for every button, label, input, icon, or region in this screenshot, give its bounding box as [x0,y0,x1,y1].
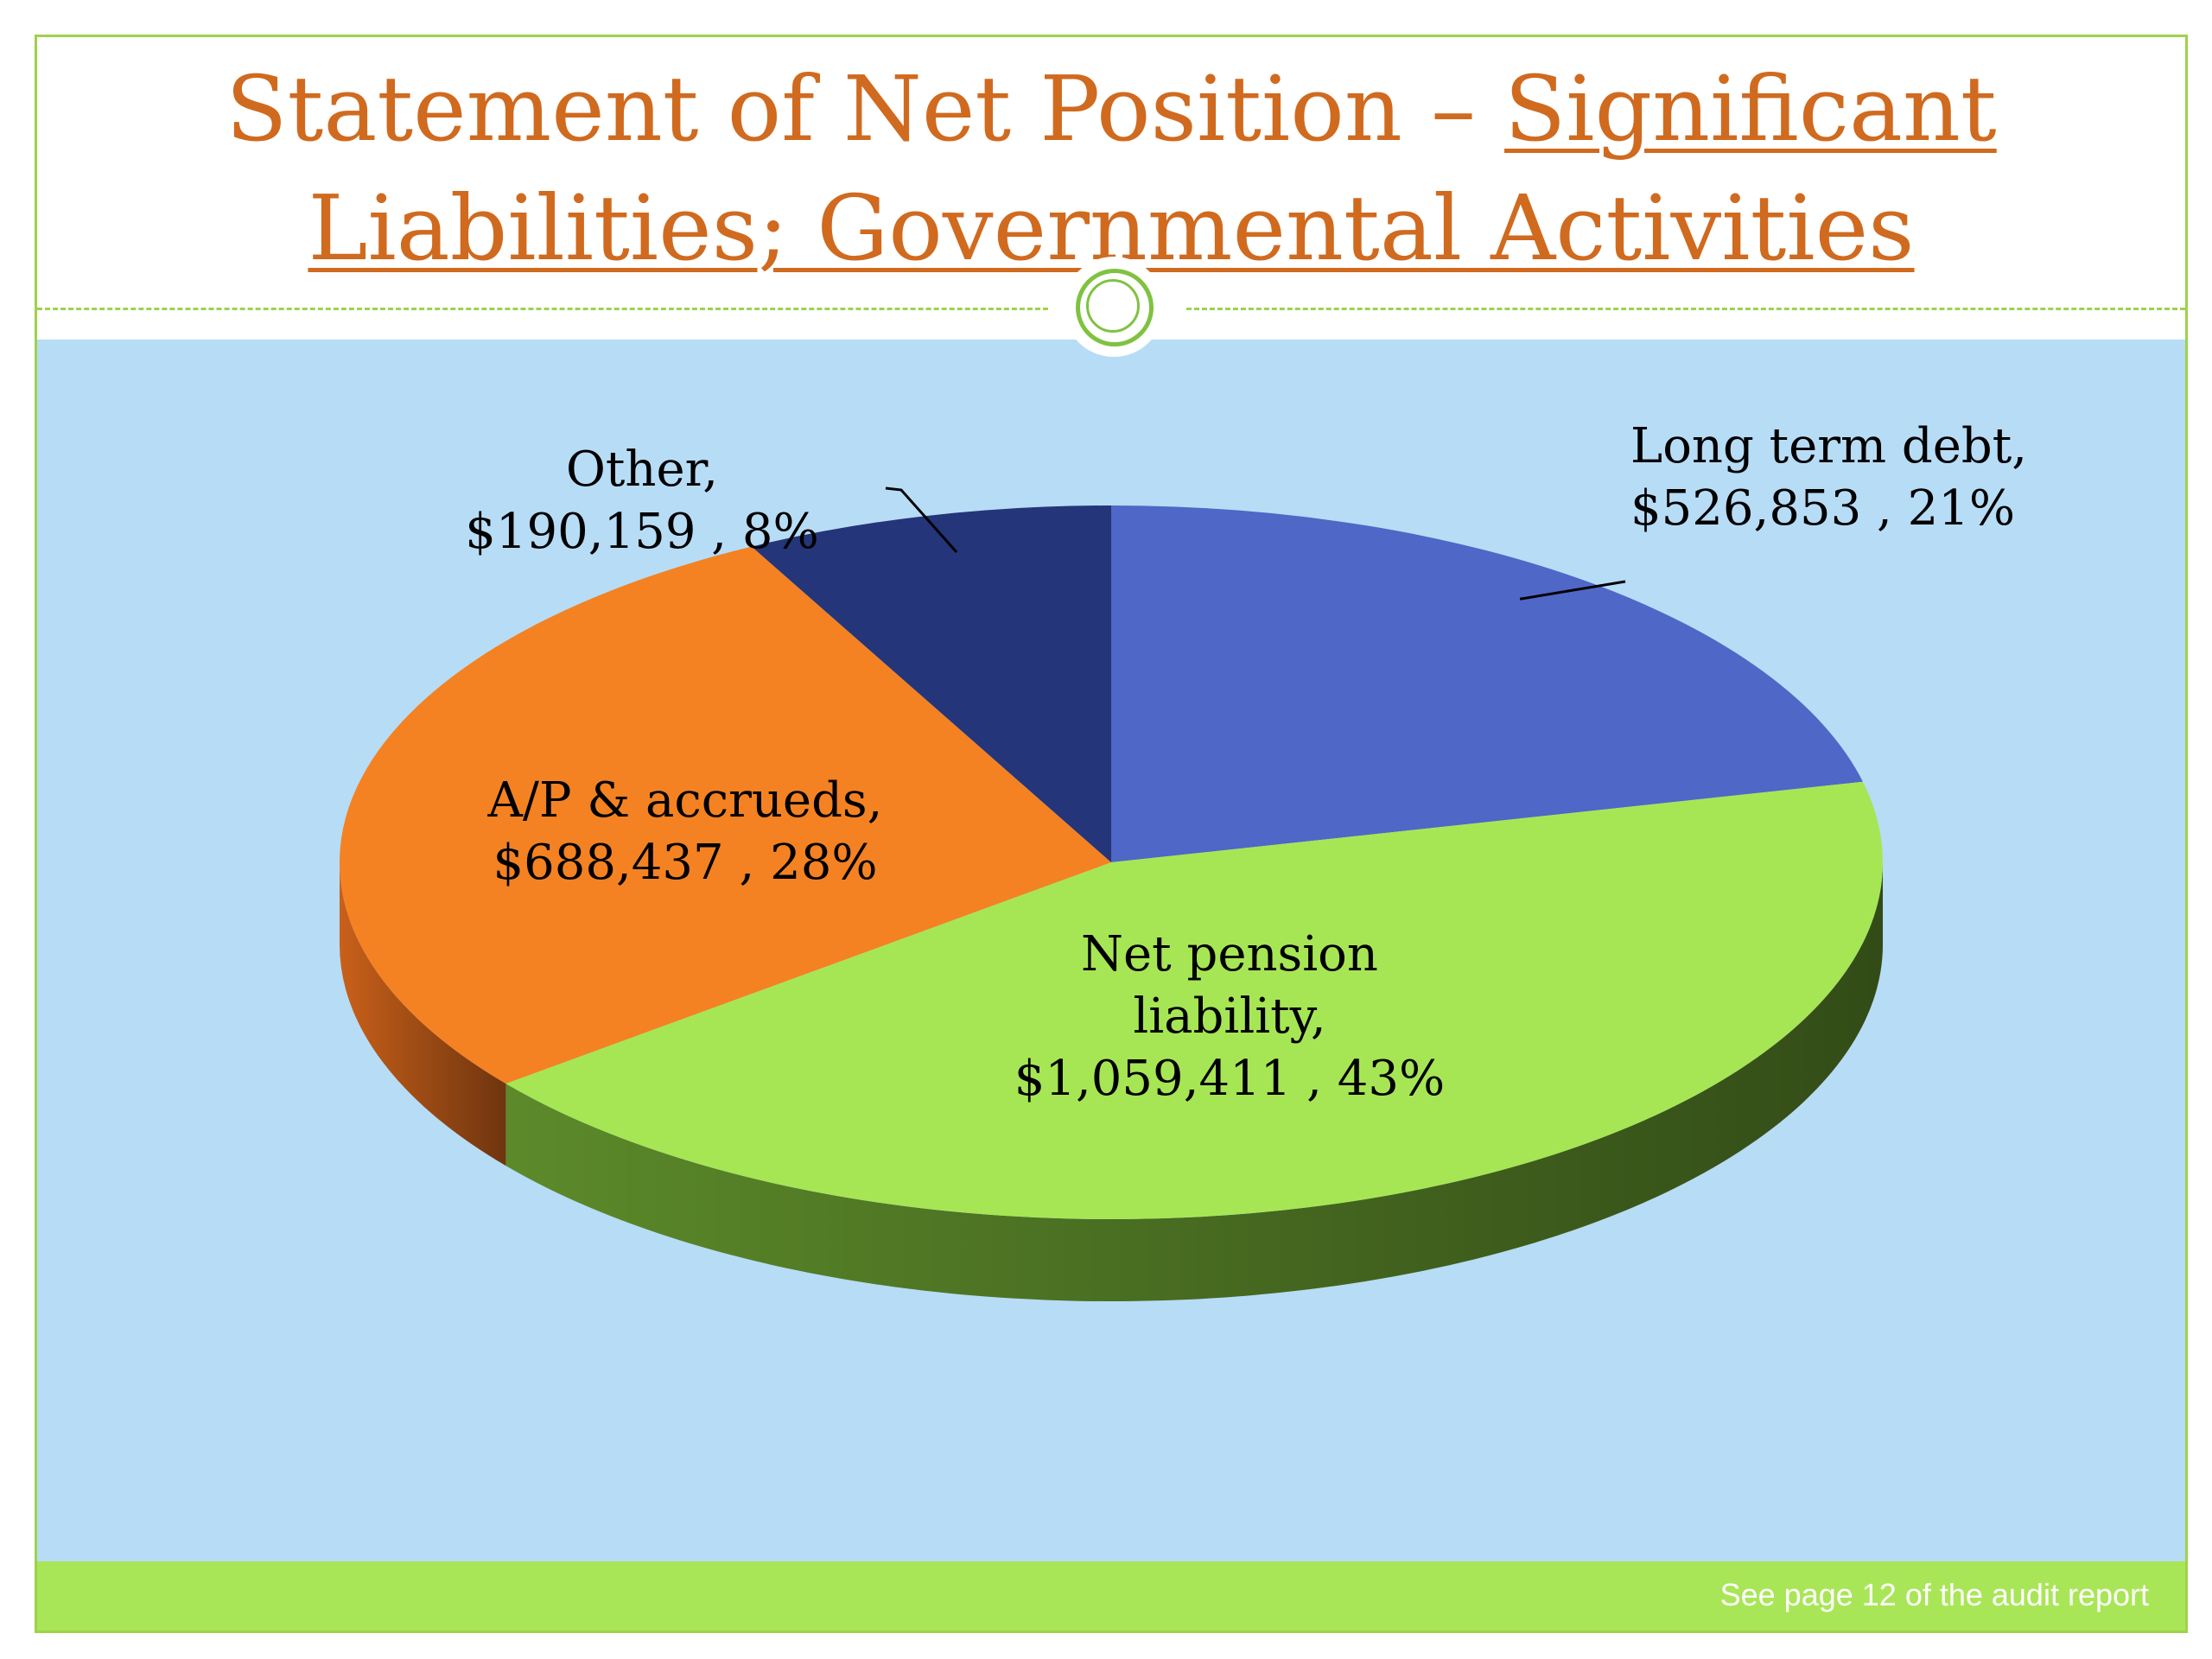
data-label-line: $526,853 , 21% [1630,480,2016,537]
slide-title: Statement of Net Position – Significant … [37,49,2185,288]
data-label-line: $1,059,411 , 43% [1014,1051,1446,1107]
title-divider-right [1186,308,2185,310]
chart-area: Long term debt, $526,853 , 21% Net pensio… [37,340,2185,1561]
footer-note: See page 12 of the audit report [1719,1577,2149,1612]
pie-chart [340,486,1883,1301]
leader-line-other [885,486,958,553]
title-divider-left [37,308,1048,310]
pie-side-shade-net-pension-liability [505,862,1883,1301]
data-label-ap-accrueds: A/P & accrueds, $688,437 , 28% [488,770,883,894]
data-label-other: Other, $190,159 , 8% [465,439,818,563]
data-label-line: $688,437 , 28% [493,835,878,891]
data-label-line: Other, [565,442,719,498]
pie-slice-other [751,505,1111,862]
pie-slice-long-term-debt [1111,505,1863,862]
data-label-long-term-debt: Long term debt, $526,853 , 21% [1630,416,2027,540]
pie-side-shade-a-p-accrueds [340,862,506,1166]
slide: Statement of Net Position – Significant … [35,35,2188,1633]
leader-line-long-term-debt [1520,580,1626,601]
pie-slice-net-pension-liability [505,781,1883,1219]
data-label-line: A/P & accrueds, [487,772,883,829]
title-ornament-circle [1064,257,1164,357]
pie-slice-a-p-accrueds [340,546,1112,1084]
data-label-line: Long term debt, [1630,418,2028,474]
title-underlined-text-1: Significant [1504,56,1997,162]
data-label-line: Net pension [1081,926,1378,982]
footer-bar: See page 12 of the audit report [37,1561,2185,1630]
label-leaders [885,486,1626,601]
title-text: Statement of Net Position – [226,56,1504,162]
data-label-net-pension-liability: Net pension liability, $1,059,411 , 43% [1014,924,1446,1110]
data-label-line: liability, [1133,988,1326,1045]
pie-sides [340,862,1883,1301]
pie-tops [340,505,1883,1219]
data-label-line: $190,159 , 8% [465,504,819,560]
